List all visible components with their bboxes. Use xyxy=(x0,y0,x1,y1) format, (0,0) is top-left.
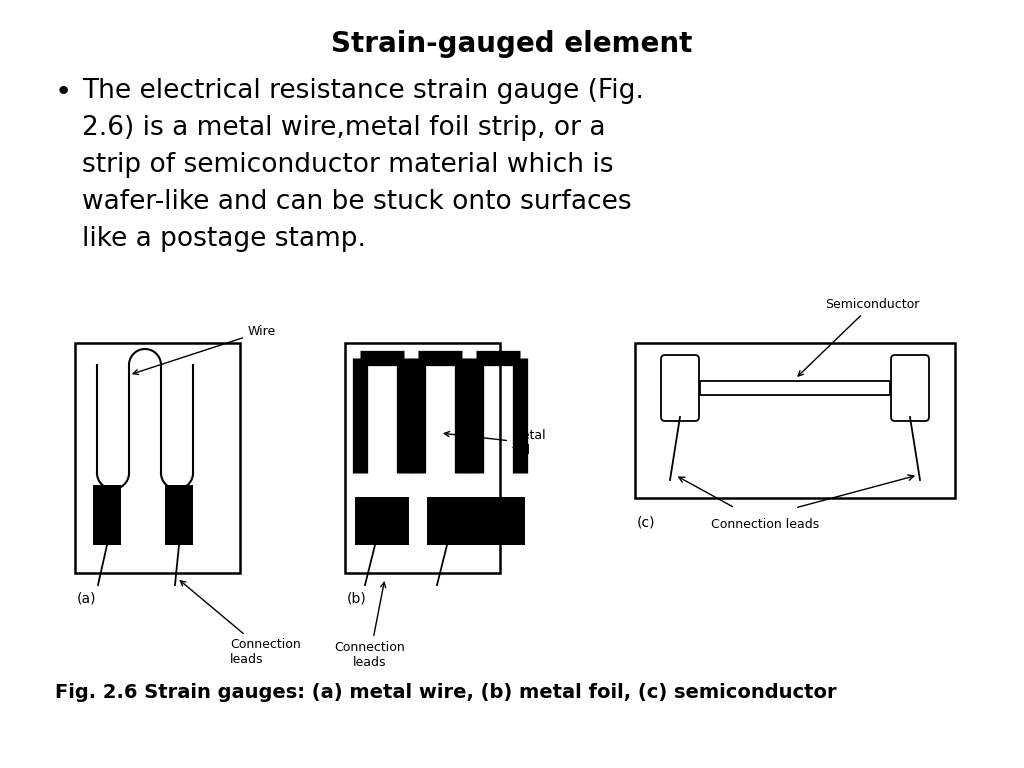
Bar xyxy=(165,485,193,545)
Text: Connection
leads: Connection leads xyxy=(335,582,406,669)
Text: Wire: Wire xyxy=(133,325,276,375)
FancyBboxPatch shape xyxy=(891,355,929,421)
Bar xyxy=(700,381,890,395)
Text: Strain-gauged element: Strain-gauged element xyxy=(332,30,692,58)
Text: wafer-like and can be stuck onto surfaces: wafer-like and can be stuck onto surface… xyxy=(82,189,632,215)
Text: (a): (a) xyxy=(77,591,96,605)
Text: Metal
foil: Metal foil xyxy=(444,429,547,457)
Text: 2.6) is a metal wire,metal foil strip, or a: 2.6) is a metal wire,metal foil strip, o… xyxy=(82,115,605,141)
Text: •: • xyxy=(55,78,73,106)
Bar xyxy=(345,343,500,573)
Text: like a postage stamp.: like a postage stamp. xyxy=(82,226,366,252)
Text: Semiconductor: Semiconductor xyxy=(798,298,920,376)
Bar xyxy=(93,485,121,545)
Text: The electrical resistance strain gauge (Fig.: The electrical resistance strain gauge (… xyxy=(82,78,644,104)
Text: strip of semiconductor material which is: strip of semiconductor material which is xyxy=(82,152,613,178)
Text: Fig. 2.6 Strain gauges: (a) metal wire, (b) metal foil, (c) semiconductor: Fig. 2.6 Strain gauges: (a) metal wire, … xyxy=(55,683,837,702)
Text: (b): (b) xyxy=(347,591,367,605)
Text: Connection
leads: Connection leads xyxy=(180,581,301,666)
Bar xyxy=(75,343,240,573)
Text: (c): (c) xyxy=(637,516,655,530)
Bar xyxy=(635,343,955,498)
Bar xyxy=(355,497,409,545)
FancyBboxPatch shape xyxy=(662,355,699,421)
Bar xyxy=(427,497,525,545)
Text: Connection leads: Connection leads xyxy=(711,518,819,531)
